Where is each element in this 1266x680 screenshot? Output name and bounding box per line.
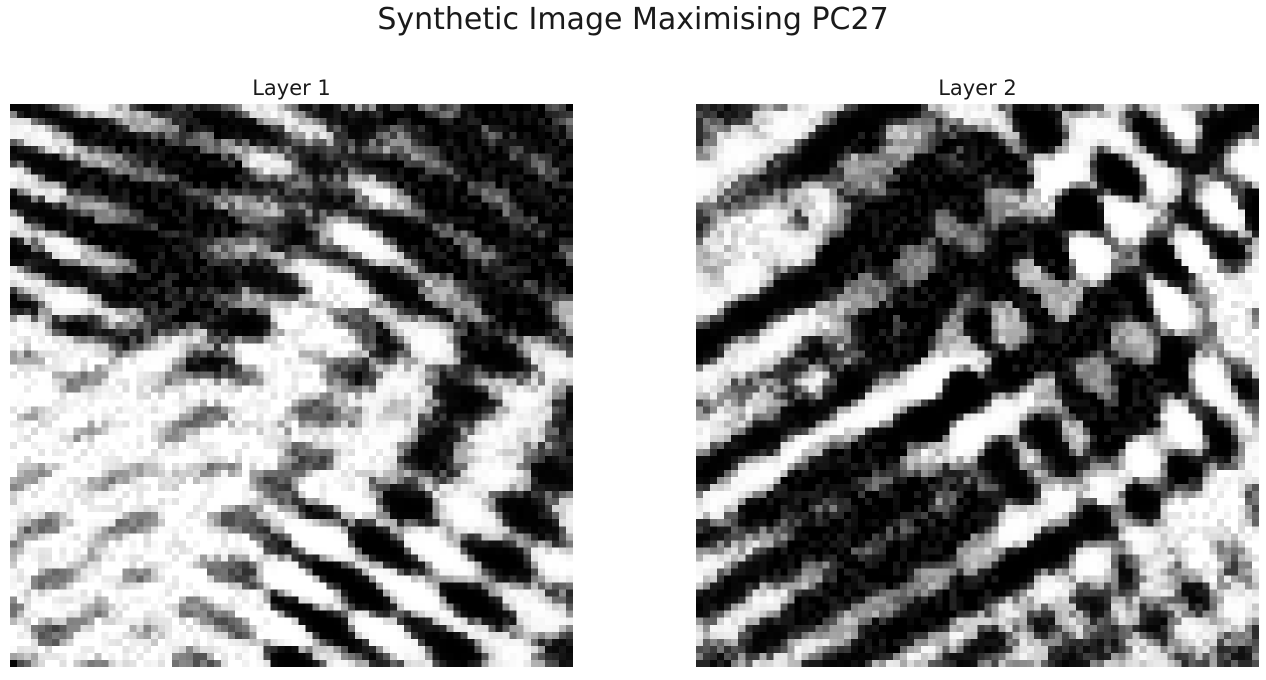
synthetic-image-layer-1	[10, 104, 573, 667]
panel-title-layer-2: Layer 2	[938, 76, 1017, 100]
panel-title-layer-1: Layer 1	[252, 76, 331, 100]
synthetic-image-layer-2	[696, 104, 1259, 667]
figure-title: Synthetic Image Maximising PC27	[377, 2, 889, 37]
panel-layer-2: Layer 2	[696, 72, 1259, 667]
panel-layer-1: Layer 1	[10, 72, 573, 667]
